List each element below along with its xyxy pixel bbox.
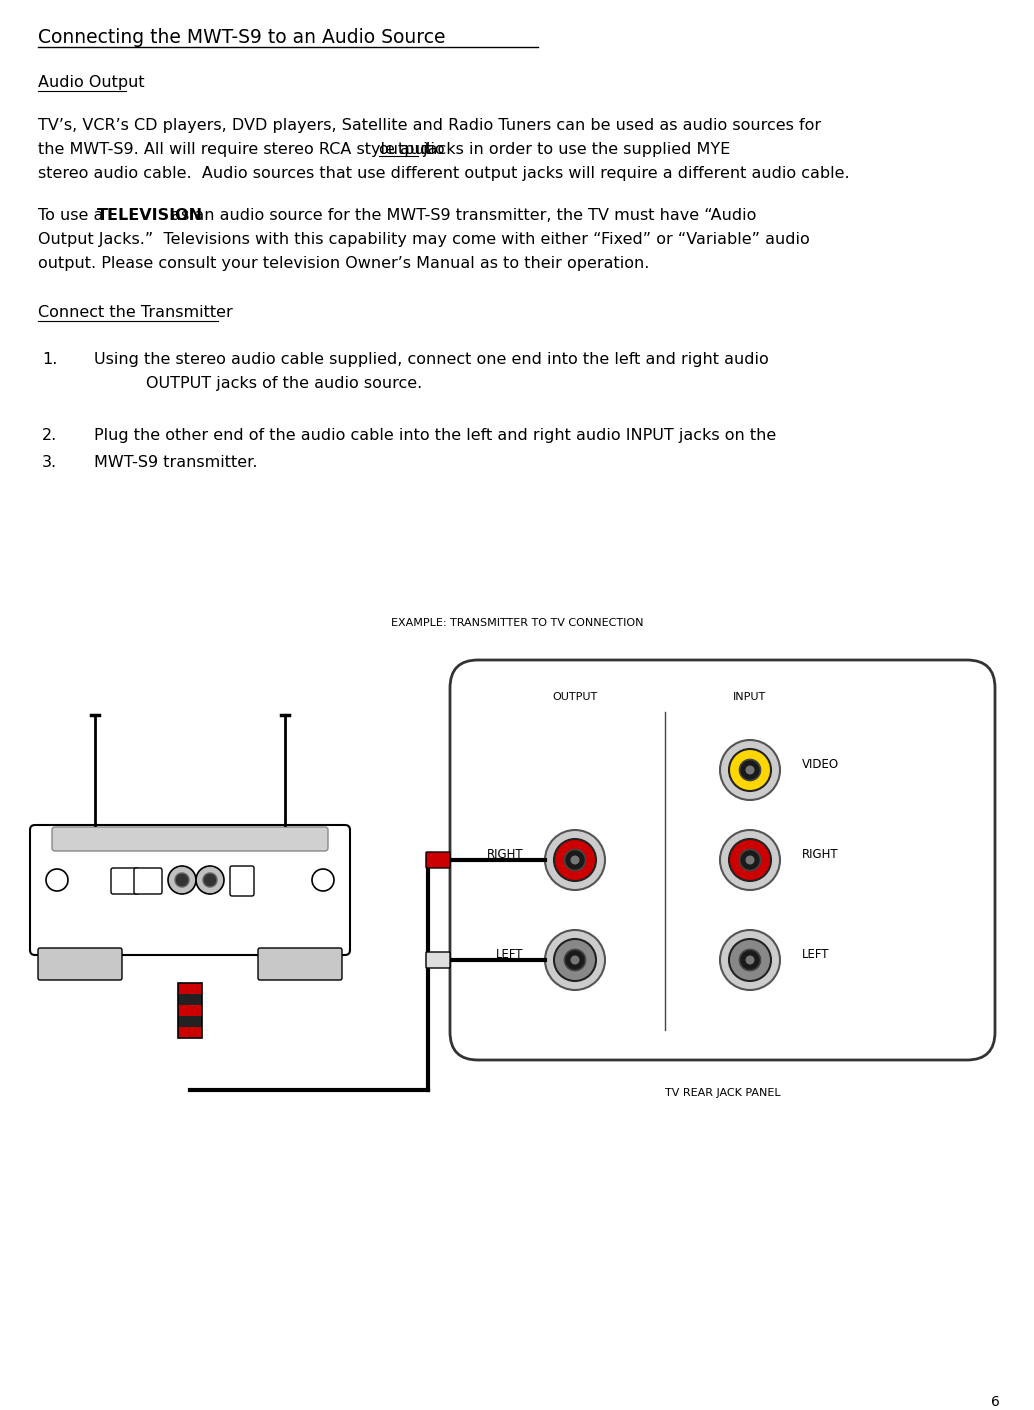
Text: OUTPUT: OUTPUT [552,692,598,702]
Text: Connecting the MWT-S9 to an Audio Source: Connecting the MWT-S9 to an Audio Source [38,28,446,47]
Text: Audio Output: Audio Output [38,75,145,90]
FancyBboxPatch shape [230,866,254,895]
Circle shape [739,949,760,970]
Circle shape [545,830,605,890]
Circle shape [729,839,771,881]
Text: TV REAR JACK PANEL: TV REAR JACK PANEL [665,1089,781,1098]
Text: TV’s, VCR’s CD players, DVD players, Satellite and Radio Tuners can be used as a: TV’s, VCR’s CD players, DVD players, Sat… [38,118,821,133]
Text: Using the stereo audio cable supplied, connect one end into the left and right a: Using the stereo audio cable supplied, c… [94,352,768,367]
Text: OUTPUT jacks of the audio source.: OUTPUT jacks of the audio source. [147,376,423,391]
Circle shape [729,749,771,791]
Circle shape [739,849,760,870]
Text: Plug the other end of the audio cable into the left and right audio INPUT jacks : Plug the other end of the audio cable in… [94,429,777,443]
Circle shape [720,740,780,799]
Text: the MWT-S9. All will require stereo RCA style audio: the MWT-S9. All will require stereo RCA … [38,142,450,157]
FancyBboxPatch shape [426,952,450,969]
Circle shape [45,869,68,891]
FancyBboxPatch shape [111,869,139,894]
FancyBboxPatch shape [258,948,342,980]
Text: TELEVISION: TELEVISION [97,209,203,223]
Circle shape [196,866,224,894]
Circle shape [565,949,585,970]
Text: 3.: 3. [42,455,57,470]
Circle shape [203,873,217,887]
Circle shape [554,839,596,881]
Circle shape [746,956,755,964]
Circle shape [554,939,596,981]
Circle shape [746,856,755,864]
Text: output: output [378,142,431,157]
Text: RIGHT: RIGHT [802,849,839,862]
Text: LEFT: LEFT [495,949,523,962]
Circle shape [175,873,189,887]
Text: RIGHT: RIGHT [486,849,523,862]
Text: Connect the Transmitter: Connect the Transmitter [38,305,233,320]
Text: LEFT: LEFT [802,949,829,962]
FancyBboxPatch shape [450,660,995,1060]
Text: VIDEO: VIDEO [802,759,840,771]
FancyBboxPatch shape [134,869,162,894]
Bar [178,994,202,1005]
Text: MWT-S9 transmitter.: MWT-S9 transmitter. [94,455,257,470]
FancyBboxPatch shape [52,828,328,852]
Text: jacks in order to use the supplied MYE: jacks in order to use the supplied MYE [418,142,730,157]
Bar [178,1017,202,1026]
Bar [178,983,202,1038]
Bar [178,1005,202,1017]
Text: 1.: 1. [42,352,57,367]
Text: as an audio source for the MWT-S9 transmitter, the TV must have “Audio: as an audio source for the MWT-S9 transm… [165,209,756,223]
Circle shape [746,766,755,774]
Circle shape [168,866,196,894]
Text: 2.: 2. [42,429,57,443]
Circle shape [739,760,760,781]
Circle shape [571,856,579,864]
FancyBboxPatch shape [38,948,122,980]
Circle shape [565,849,585,870]
Circle shape [571,956,579,964]
Text: To use a: To use a [38,209,109,223]
Text: 6: 6 [992,1394,1000,1409]
Text: EXAMPLE: TRANSMITTER TO TV CONNECTION: EXAMPLE: TRANSMITTER TO TV CONNECTION [391,618,643,627]
Text: stereo audio cable.  Audio sources that use different output jacks will require : stereo audio cable. Audio sources that u… [38,166,850,180]
FancyBboxPatch shape [426,852,450,869]
Bar [178,1026,202,1038]
Text: INPUT: INPUT [733,692,766,702]
Text: output. Please consult your television Owner’s Manual as to their operation.: output. Please consult your television O… [38,257,649,271]
Circle shape [729,939,771,981]
Text: Output Jacks.”  Televisions with this capability may come with either “Fixed” or: Output Jacks.” Televisions with this cap… [38,233,810,247]
FancyBboxPatch shape [30,825,349,955]
Bar [178,983,202,994]
Circle shape [720,830,780,890]
Circle shape [720,931,780,990]
Circle shape [545,931,605,990]
Circle shape [312,869,334,891]
